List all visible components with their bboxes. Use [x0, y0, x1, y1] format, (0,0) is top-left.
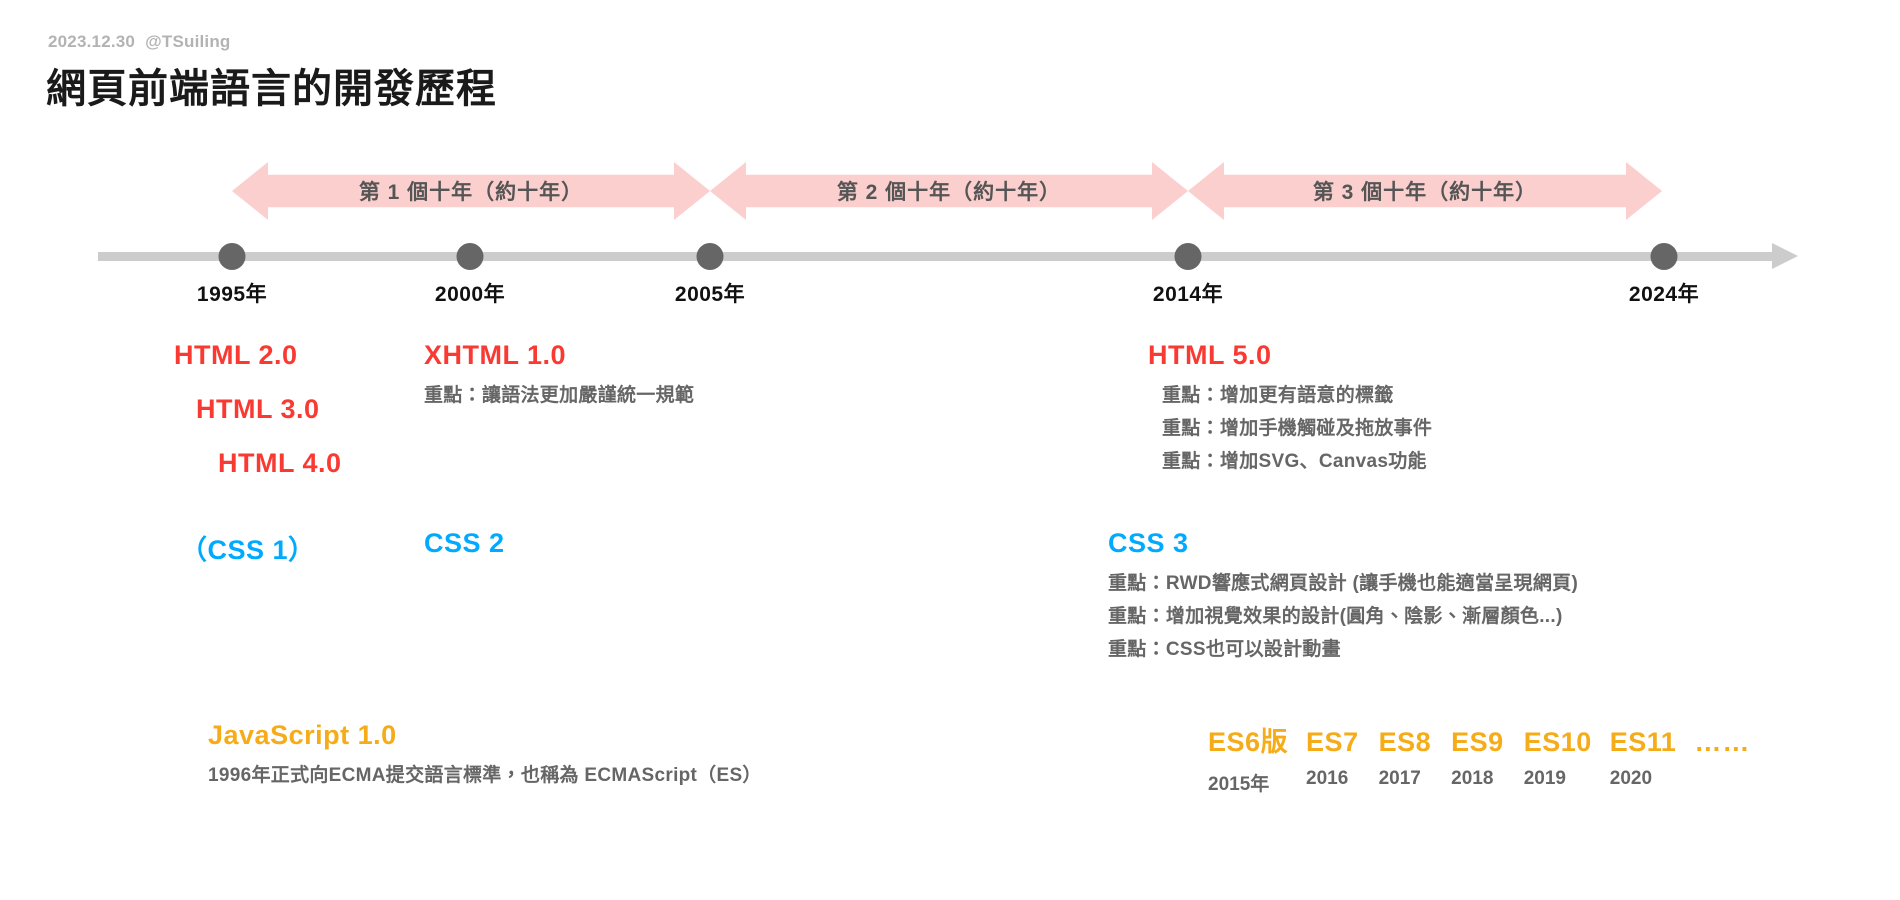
timeline-dot-1995	[218, 243, 246, 270]
es-version-10: ES10 2019	[1524, 727, 1592, 790]
byline-handle: @TSuiling	[145, 32, 231, 51]
javascript-note-1: 1996年正式向ECMA提交語言標準，也稱為 ECMAScript（ES）	[208, 765, 762, 786]
decade-band-3-label: 第 3 個十年（約十年）	[1312, 181, 1538, 204]
html5-note-1: 重點：增加更有語意的標籤	[1162, 385, 1394, 406]
html-version-3: HTML 3.0	[196, 394, 320, 424]
timeline-year-2024: 2024年	[1628, 283, 1700, 306]
css2-title: CSS 2	[424, 528, 505, 558]
es-ellipsis-text: ……	[1694, 727, 1751, 757]
decade-band-1: 第 1 個十年（約十年）	[232, 162, 710, 220]
html-version-4: HTML 4.0	[218, 448, 342, 478]
css3-note-2: 重點：增加視覺效果的設計(圓角、陰影、漸層顏色...)	[1108, 606, 1563, 627]
decade-band-2: 第 2 個十年（約十年）	[710, 162, 1188, 220]
es-version-10-name: ES10	[1523, 727, 1592, 757]
timeline-dot-2014	[1174, 243, 1202, 270]
timeline-year-2014: 2014年	[1152, 283, 1224, 306]
es-version-11: ES11 2020	[1610, 727, 1677, 790]
decade-band-2-label: 第 2 個十年（約十年）	[836, 181, 1062, 204]
es-version-9-name: ES9	[1451, 727, 1504, 757]
timeline-axis	[98, 252, 1776, 261]
es-version-11-year: 2020	[1609, 768, 1653, 789]
timeline-year-1995: 1995年	[196, 283, 268, 306]
page-title: 網頁前端語言的開發歷程	[46, 67, 497, 111]
decade-band-1-label: 第 1 個十年（約十年）	[358, 181, 584, 204]
html5-2014-block: HTML 5.0 重點：增加更有語意的標籤 重點：增加手機觸碰及拖放事件 重點：…	[1148, 340, 1432, 473]
es-version-11-name: ES11	[1609, 727, 1677, 757]
css1-1995-block: （CSS 1）	[180, 528, 316, 567]
axis-arrow-icon	[1772, 243, 1798, 269]
timeline-year-2005: 2005年	[674, 283, 746, 306]
xhtml-title: XHTML 1.0	[424, 340, 567, 370]
timeline-dot-2000	[456, 243, 484, 270]
es-version-8-name: ES8	[1378, 727, 1432, 757]
html-version-2: HTML 2.0	[174, 340, 298, 370]
byline-date: 2023.12.30	[48, 32, 136, 51]
es-version-8-year: 2017	[1378, 768, 1421, 789]
es-version-10-year: 2019	[1523, 768, 1566, 789]
es-version-7: ES7 2016	[1306, 727, 1359, 790]
css3-title: CSS 3	[1108, 528, 1189, 558]
es-version-6-year: 2015年	[1208, 774, 1270, 795]
byline: 2023.12.30 @TSuiling	[48, 32, 231, 52]
es-version-9-year: 2018	[1451, 768, 1494, 789]
xhtml-2000-block: XHTML 1.0 重點：讓語法更加嚴謹統一規範	[424, 340, 694, 407]
es-version-6: ES6版 2015年	[1208, 720, 1288, 796]
javascript-2000-block: JavaScript 1.0 1996年正式向ECMA提交語言標準，也稱為 EC…	[208, 720, 762, 787]
timeline-year-2000: 2000年	[434, 283, 506, 306]
es-version-8: ES8 2017	[1379, 727, 1432, 790]
es-versions-2014-block: ES6版 2015年 ES7 2016 ES8 2017 ES9 2018 ES…	[1208, 720, 1750, 796]
html-versions-1995-block: HTML 2.0 HTML 3.0 HTML 4.0	[174, 340, 342, 479]
javascript-title: JavaScript 1.0	[208, 720, 397, 750]
es-versions-row: ES6版 2015年 ES7 2016 ES8 2017 ES9 2018 ES…	[1208, 720, 1750, 796]
es-versions-ellipsis: ……	[1694, 727, 1750, 758]
html5-note-2: 重點：增加手機觸碰及拖放事件	[1162, 418, 1433, 439]
css3-note-1: 重點：RWD響應式網頁設計 (讓手機也能適當呈現網頁)	[1108, 573, 1579, 594]
es-version-6-name: ES6版	[1208, 727, 1289, 757]
es-version-7-year: 2016	[1306, 768, 1349, 789]
css3-note-3: 重點：CSS也可以設計動畫	[1108, 639, 1341, 660]
html5-title: HTML 5.0	[1148, 340, 1272, 370]
xhtml-note-1: 重點：讓語法更加嚴謹統一規範	[424, 385, 695, 406]
html5-note-3: 重點：增加SVG、Canvas功能	[1162, 451, 1427, 472]
css3-2014-block: CSS 3 重點：RWD響應式網頁設計 (讓手機也能適當呈現網頁) 重點：增加視…	[1108, 528, 1578, 661]
timeline-dot-2024	[1650, 243, 1678, 270]
decade-band-3: 第 3 個十年（約十年）	[1188, 162, 1662, 220]
es-version-9: ES9 2018	[1451, 727, 1504, 790]
timeline-dot-2005	[696, 243, 724, 270]
es-version-7-name: ES7	[1306, 727, 1359, 757]
css2-2000-block: CSS 2	[424, 528, 505, 559]
css1-title: （CSS 1）	[180, 535, 316, 565]
